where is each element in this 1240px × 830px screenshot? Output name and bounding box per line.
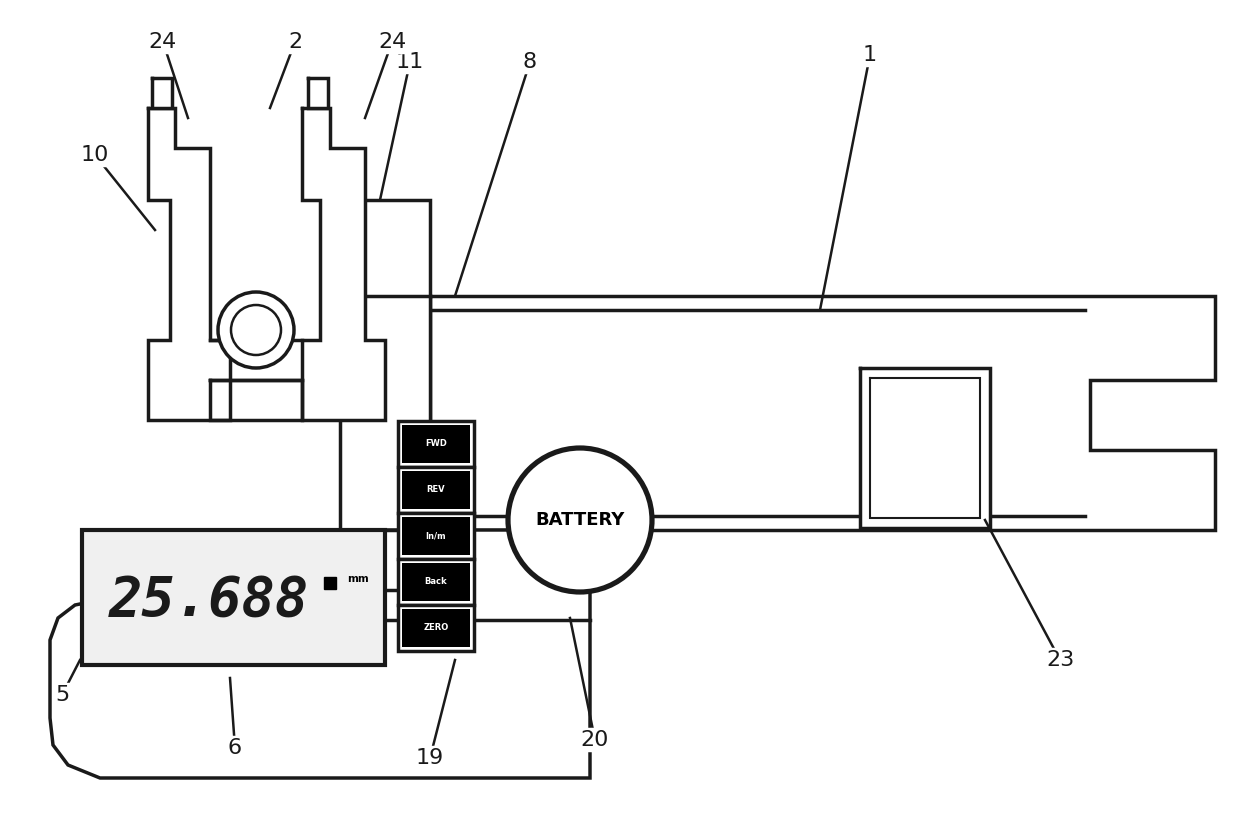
- Polygon shape: [861, 368, 990, 528]
- Polygon shape: [870, 378, 980, 518]
- Text: FWD: FWD: [425, 440, 446, 448]
- Polygon shape: [153, 78, 172, 108]
- Text: 19: 19: [415, 748, 444, 768]
- Bar: [398, 513, 474, 559]
- Text: 6: 6: [228, 738, 242, 758]
- Bar: [398, 421, 474, 467]
- Polygon shape: [430, 296, 1215, 530]
- Bar: [402, 517, 470, 555]
- Polygon shape: [303, 108, 384, 420]
- Bar: [398, 605, 474, 651]
- Polygon shape: [340, 200, 430, 590]
- Text: 20: 20: [580, 730, 609, 750]
- Bar: [325, 578, 336, 589]
- Bar: [398, 559, 474, 605]
- Polygon shape: [308, 78, 329, 108]
- Text: 5: 5: [55, 685, 69, 705]
- Polygon shape: [50, 530, 590, 778]
- Circle shape: [231, 305, 281, 355]
- Text: REV: REV: [427, 486, 445, 495]
- Circle shape: [218, 292, 294, 368]
- Polygon shape: [210, 380, 303, 420]
- Bar: [402, 471, 470, 509]
- Bar: [402, 425, 470, 463]
- Bar: [402, 563, 470, 601]
- Bar: [402, 609, 470, 647]
- Text: 25.688: 25.688: [109, 574, 310, 627]
- Text: 24: 24: [149, 32, 177, 52]
- Text: 2: 2: [288, 32, 303, 52]
- Text: 10: 10: [81, 145, 109, 165]
- Text: 23: 23: [1045, 650, 1074, 670]
- Text: Back: Back: [424, 578, 448, 587]
- Text: 1: 1: [863, 45, 877, 65]
- Text: 11: 11: [396, 52, 424, 72]
- Bar: [398, 467, 474, 513]
- Text: mm: mm: [347, 574, 368, 583]
- Text: In/m: In/m: [425, 531, 446, 540]
- Polygon shape: [148, 108, 229, 420]
- Text: 24: 24: [378, 32, 407, 52]
- Text: ZERO: ZERO: [423, 623, 449, 632]
- Text: BATTERY: BATTERY: [536, 511, 625, 529]
- Circle shape: [508, 448, 652, 592]
- Bar: [82, 530, 384, 665]
- Text: 8: 8: [523, 52, 537, 72]
